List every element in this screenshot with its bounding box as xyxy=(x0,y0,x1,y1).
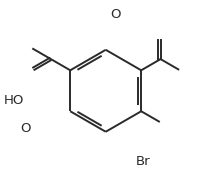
Text: O: O xyxy=(110,8,120,21)
Text: O: O xyxy=(20,122,31,135)
Text: Br: Br xyxy=(136,155,150,168)
Text: HO: HO xyxy=(3,94,24,107)
